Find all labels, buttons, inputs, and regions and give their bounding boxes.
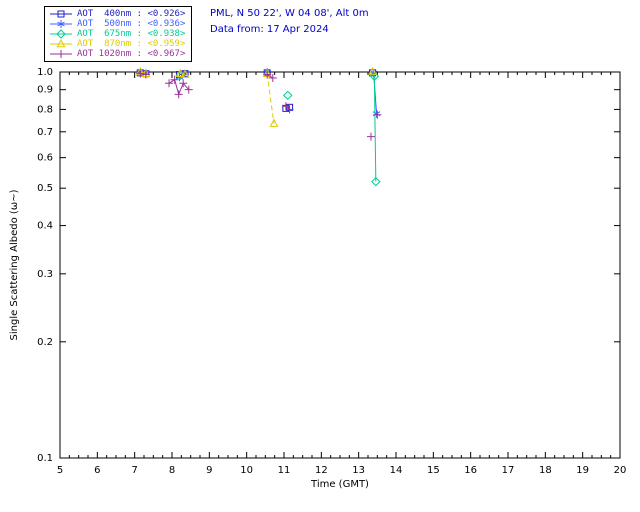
svg-text:19: 19 <box>576 465 589 476</box>
svg-text:0.8: 0.8 <box>37 104 53 115</box>
svg-text:13: 13 <box>352 465 365 476</box>
svg-text:0.3: 0.3 <box>37 269 53 280</box>
legend-item: AOT 675nm : <0.938> <box>49 29 185 39</box>
series-aot-500nm <box>136 68 381 118</box>
legend-label: AOT 400nm : <0.926> <box>77 9 186 19</box>
svg-text:0.9: 0.9 <box>37 85 53 96</box>
site-title: PML, N 50 22', W 04 08', Alt 0m <box>210 8 369 19</box>
svg-text:9: 9 <box>206 465 212 476</box>
svg-text:14: 14 <box>390 465 403 476</box>
diamond-marker-icon <box>50 29 72 39</box>
plus-marker-icon <box>50 50 72 58</box>
y-axis-label: Single Scattering Albedo (ω~) <box>9 189 20 340</box>
svg-text:0.1: 0.1 <box>37 453 53 464</box>
square-marker-icon <box>50 10 72 18</box>
series-aot-1020nm <box>136 69 382 141</box>
series-aot-870nm <box>135 66 377 127</box>
svg-text:17: 17 <box>502 465 515 476</box>
legend-label: AOT 1020nm : <0.967> <box>77 49 186 59</box>
legend-label: AOT 500nm : <0.936> <box>77 19 186 29</box>
asterisk-marker-icon <box>50 20 72 28</box>
legend-label: AOT 870nm : <0.959> <box>77 39 186 49</box>
svg-text:20: 20 <box>614 465 627 476</box>
svg-text:8: 8 <box>169 465 175 476</box>
date-line: Data from: 17 Apr 2024 <box>210 24 329 35</box>
svg-text:10: 10 <box>240 465 253 476</box>
svg-text:0.4: 0.4 <box>37 221 53 232</box>
series-aot-675nm <box>175 70 381 187</box>
svg-text:12: 12 <box>315 465 328 476</box>
series-aot-400nm <box>136 69 376 112</box>
svg-text:18: 18 <box>539 465 552 476</box>
legend-item: AOT 870nm : <0.959> <box>49 39 185 49</box>
plot-header: PML, N 50 22', W 04 08', Alt 0m Data fro… <box>210 6 369 38</box>
svg-text:15: 15 <box>427 465 440 476</box>
legend-item: AOT 400nm : <0.926> <box>49 9 185 19</box>
legend-item: AOT 500nm : <0.936> <box>49 19 185 29</box>
svg-text:0.2: 0.2 <box>37 337 53 348</box>
svg-text:0.7: 0.7 <box>37 127 53 138</box>
svg-text:11: 11 <box>278 465 291 476</box>
svg-text:1.0: 1.0 <box>37 67 53 78</box>
svg-text:6: 6 <box>94 465 100 476</box>
x-axis-label: Time (GMT) <box>310 479 369 490</box>
y-ticks: 1.0 0.9 0.8 0.7 0.6 0.5 0.4 0.3 0.2 0.1 <box>37 67 620 464</box>
legend-label: AOT 675nm : <0.938> <box>77 29 186 39</box>
x-ticks: 5 6 7 8 9 10 11 12 13 14 15 16 17 18 19 20 <box>57 72 627 476</box>
svg-text:7: 7 <box>131 465 137 476</box>
plot-frame <box>59 71 621 459</box>
legend-box: AOT 400nm : <0.926> AOT 500nm : <0.936> AO… <box>44 6 193 62</box>
svg-text:0.5: 0.5 <box>37 183 53 194</box>
legend-item: AOT 1020nm : <0.967> <box>49 49 185 59</box>
svg-text:16: 16 <box>464 465 477 476</box>
svg-text:5: 5 <box>57 465 63 476</box>
svg-text:0.6: 0.6 <box>37 153 53 164</box>
triangle-marker-icon <box>50 39 72 48</box>
